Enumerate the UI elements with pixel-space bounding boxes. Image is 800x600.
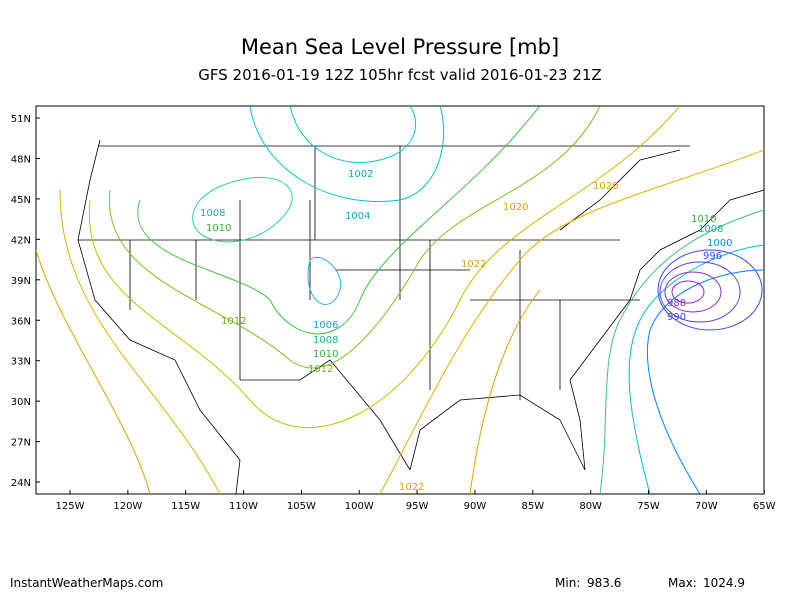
lat-label: 24N	[11, 478, 31, 489]
lat-label: 30N	[11, 397, 31, 408]
lon-label: 65W	[753, 501, 776, 512]
coastline	[77, 139, 764, 494]
site-name: InstantWeatherMaps.com	[10, 576, 163, 590]
contour-label: 1020	[503, 202, 528, 213]
lat-label: 27N	[11, 438, 31, 449]
lat-label: 36N	[11, 316, 31, 327]
lat-label: 42N	[11, 235, 31, 246]
lon-label: 80W	[579, 501, 602, 512]
lon-label: 85W	[521, 501, 544, 512]
contour-label: 1010	[206, 223, 231, 234]
contour-label: 1008	[313, 335, 338, 346]
contour-label: 1008	[698, 224, 723, 235]
max-value: 1024.9	[703, 576, 745, 590]
contour-label: 1020	[593, 181, 618, 192]
lat-label: 33N	[11, 357, 31, 368]
max-label: Max:	[668, 576, 697, 590]
contour-label: 1010	[313, 349, 338, 360]
contour-label: 1012	[308, 364, 333, 375]
lon-label: 75W	[637, 501, 660, 512]
lon-label: 105W	[287, 501, 316, 512]
lat-label: 48N	[11, 154, 31, 165]
contour-label: 988	[667, 298, 686, 309]
lat-label: 39N	[11, 276, 31, 287]
contour-label: 996	[703, 251, 722, 262]
title: Mean Sea Level Pressure [mb]	[241, 35, 559, 59]
lon-label: 125W	[56, 501, 85, 512]
lon-label: 70W	[695, 501, 718, 512]
lon-label: 110W	[229, 501, 258, 512]
contour-label: 1006	[313, 320, 338, 331]
contour-label: 1022	[461, 259, 486, 270]
min-label: Min:	[555, 576, 580, 590]
contour-label: 1002	[348, 169, 373, 180]
contour-label: 1008	[200, 208, 225, 219]
lon-label: 120W	[113, 501, 142, 512]
subtitle: GFS 2016-01-19 12Z 105hr fcst valid 2016…	[198, 66, 601, 84]
contours	[36, 106, 764, 494]
contour-label: 1010	[691, 214, 716, 225]
map-area: 1002 1004 1008 1010 1012 1006 1008 1010 …	[35, 105, 765, 495]
lon-label: 115W	[171, 501, 200, 512]
borders	[78, 145, 690, 471]
lon-label: 90W	[464, 501, 487, 512]
contour-label: 1012	[221, 316, 246, 327]
contour-label: 990	[667, 312, 686, 323]
lon-label: 100W	[345, 501, 374, 512]
lat-label: 45N	[11, 195, 31, 206]
min-value: 983.6	[587, 576, 621, 590]
lat-label: 51N	[11, 114, 31, 125]
contour-label: 1022	[399, 482, 424, 493]
lon-label: 95W	[406, 501, 429, 512]
contour-label: 1004	[345, 211, 370, 222]
contour-label: 1000	[707, 238, 732, 249]
